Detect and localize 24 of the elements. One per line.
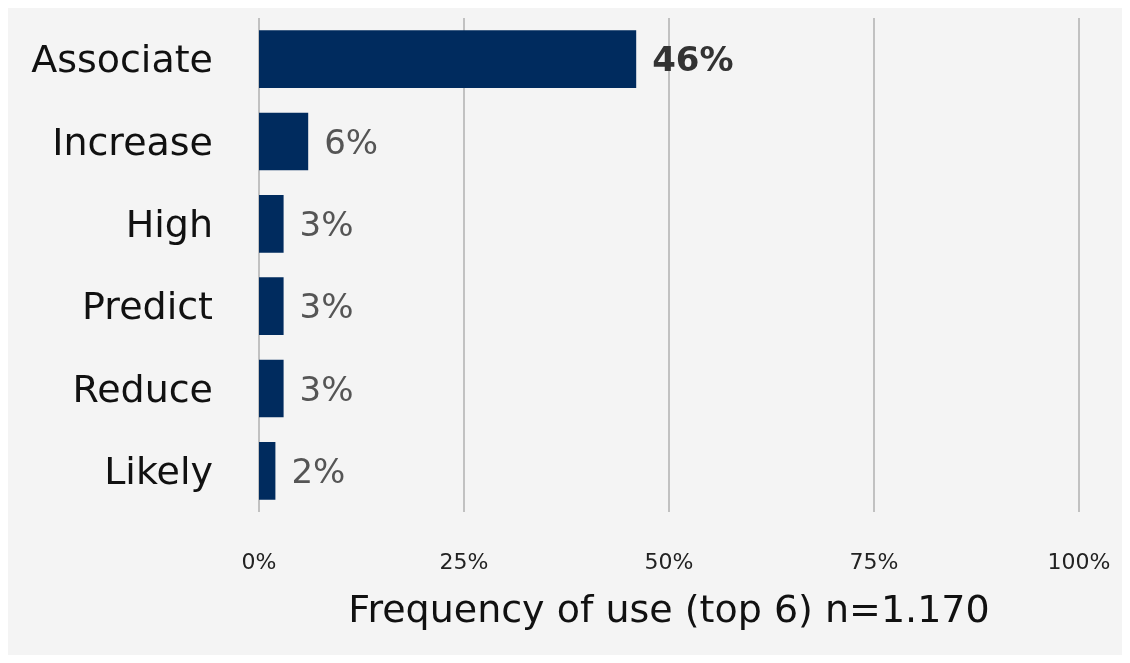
- bar: [259, 442, 276, 500]
- data-label: 46%: [652, 39, 734, 80]
- bar: [259, 277, 284, 335]
- bar: [259, 359, 284, 418]
- y-tick-label: Associate: [31, 37, 213, 82]
- data-label: 3%: [299, 203, 354, 244]
- x-tick-label: 100%: [1047, 548, 1111, 574]
- y-tick-label: Likely: [104, 448, 213, 493]
- y-tick-label: High: [125, 201, 213, 246]
- data-label: 3%: [299, 286, 354, 327]
- x-axis-title: Frequency of use (top 6) n=1.170: [348, 587, 990, 631]
- x-tick-label: 0%: [241, 548, 277, 574]
- data-label: 2%: [291, 450, 346, 491]
- y-tick-label: Predict: [82, 284, 213, 329]
- bar: [259, 30, 637, 88]
- y-tick-label: Increase: [52, 119, 213, 164]
- y-tick-label: Reduce: [72, 366, 213, 411]
- data-label: 3%: [299, 368, 354, 409]
- bar: [259, 112, 309, 171]
- data-label: 6%: [324, 121, 379, 162]
- x-tick-label: 75%: [849, 548, 899, 574]
- bar: [259, 195, 284, 253]
- x-tick-label: 50%: [644, 548, 694, 574]
- x-tick-label: 25%: [439, 548, 489, 574]
